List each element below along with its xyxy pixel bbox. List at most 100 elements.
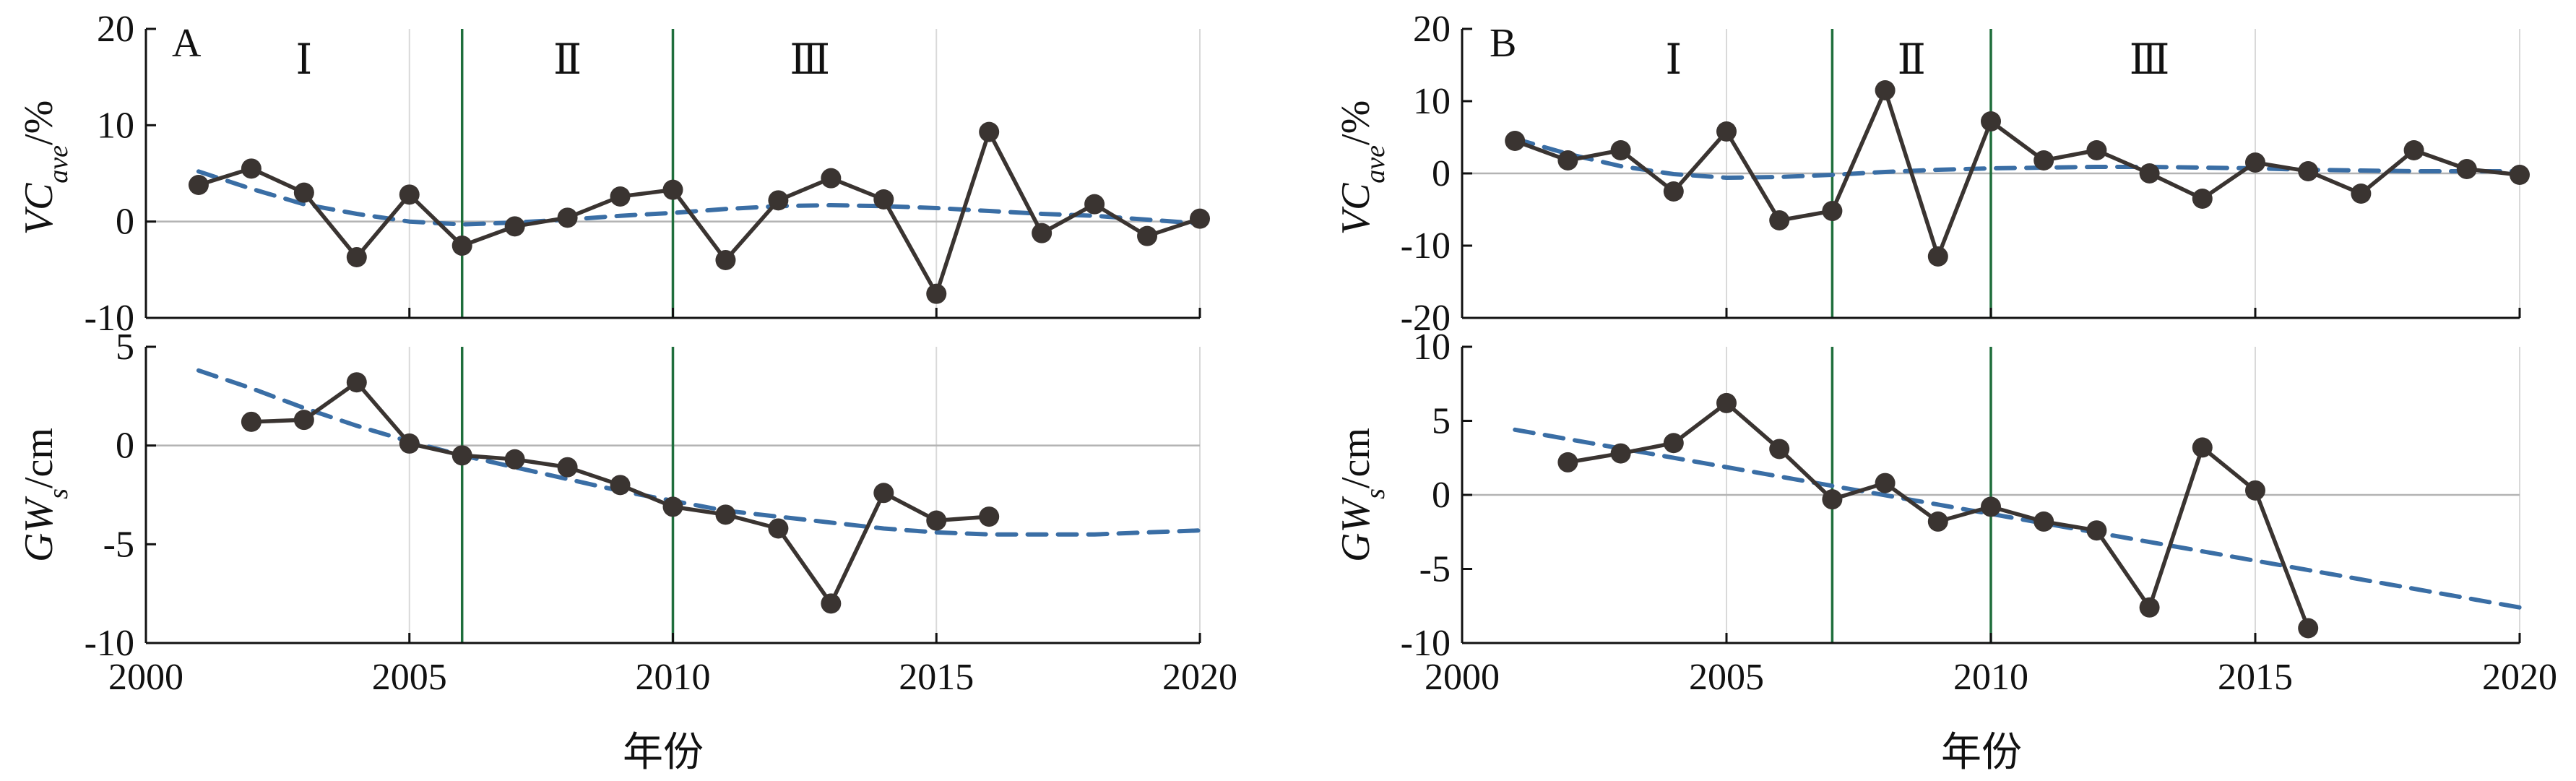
x-tick-label: 2005 <box>372 657 447 698</box>
panel-a-vc-ylabel: VCave/% <box>17 100 74 236</box>
y-tick-label: 10 <box>97 105 134 146</box>
period-label: Ⅱ <box>553 36 582 83</box>
data-point <box>1927 511 1948 532</box>
data-point <box>1557 150 1578 171</box>
data-point <box>2086 520 2107 541</box>
x-tick-label: 2010 <box>1953 657 2028 698</box>
period-dividers <box>460 347 675 643</box>
panel-a-vc-plot: -10 0 10 20 Ⅰ Ⅱ Ⅲ <box>85 9 1210 339</box>
data-point <box>2298 618 2319 639</box>
data-point <box>1822 201 1843 221</box>
panel-b: -20 -10 0 10 20 Ⅰ Ⅱ Ⅲ B VCave/% -10 -5 0 5 10 2000… <box>1334 9 2557 775</box>
data-point <box>1663 181 1684 202</box>
y-tick-label: 0 <box>1432 153 1451 194</box>
data-point <box>768 518 789 539</box>
period-label: Ⅲ <box>2130 36 2170 83</box>
data-point <box>1663 433 1684 454</box>
data-point <box>346 247 367 267</box>
trend-line <box>196 368 1202 537</box>
data-point <box>979 506 1000 527</box>
period-label: Ⅰ <box>1665 36 1682 83</box>
data-point <box>768 190 789 211</box>
data-point <box>926 510 947 531</box>
data-point <box>557 207 578 228</box>
y-tick-label: 10 <box>1413 327 1451 368</box>
y-tick-label: 0 <box>116 202 134 243</box>
panel-a-x-title: 年份 <box>623 730 704 775</box>
observed-series <box>1557 392 2319 639</box>
data-point <box>1137 225 1158 246</box>
data-point <box>1769 439 1790 459</box>
grid-lines <box>408 347 1201 643</box>
trend-series <box>196 169 1202 227</box>
x-tick-label: 2015 <box>2218 657 2293 698</box>
y-tick-label: 0 <box>116 426 134 467</box>
period-label: Ⅱ <box>1897 36 1925 83</box>
axes <box>144 27 1201 319</box>
data-point <box>979 121 1000 142</box>
data-point <box>610 475 631 496</box>
data-point <box>2086 140 2107 160</box>
data-point <box>715 250 736 270</box>
y-tick-label: 5 <box>116 327 134 368</box>
y-tick-label: 20 <box>97 9 134 50</box>
y-tick-label: -5 <box>1419 549 1451 590</box>
data-point <box>1610 443 1631 464</box>
data-point <box>610 186 631 207</box>
data-point <box>821 593 842 614</box>
data-point <box>2192 437 2213 458</box>
data-point <box>399 184 420 205</box>
panel-a-letter: A <box>172 21 202 66</box>
data-point <box>1981 111 2001 131</box>
y-tick-label: -20 <box>1401 298 1451 339</box>
y-tick-label: -10 <box>1401 225 1451 267</box>
trend-series <box>196 368 1202 537</box>
axes <box>1461 345 2521 644</box>
data-point <box>1981 496 2001 517</box>
panel-b-x-title: 年份 <box>1941 730 2022 775</box>
x-tick-label: 2020 <box>2482 657 2557 698</box>
data-point <box>873 483 894 504</box>
y-tick-label: -10 <box>1401 623 1451 664</box>
data-point <box>821 168 842 189</box>
data-point <box>1557 452 1578 473</box>
data-point <box>188 175 209 195</box>
data-point <box>2298 161 2319 181</box>
x-tick-label: 2020 <box>1162 657 1237 698</box>
y-tick-label: 0 <box>1432 475 1451 516</box>
observed-series <box>1505 80 2530 267</box>
data-point <box>1875 80 1896 100</box>
x-tick-label: 2015 <box>899 657 974 698</box>
panel-b-gw-ylabel: GWs/cm <box>1334 428 1391 562</box>
data-point <box>1032 223 1053 243</box>
data-point <box>1610 140 1631 160</box>
data-point <box>241 158 262 179</box>
trend-line <box>1513 427 2522 610</box>
data-point <box>557 457 578 478</box>
y-tick-label: 5 <box>1432 401 1451 442</box>
data-point <box>451 236 472 256</box>
data-point <box>2403 140 2424 160</box>
x-tick-label: 2000 <box>108 657 183 698</box>
y-tick-labels: -10 -5 0 5 10 <box>1401 327 1451 664</box>
data-point <box>504 216 525 237</box>
panel-b-gw-plot: -10 -5 0 5 10 2000 2005 2010 2015 2020 <box>1401 327 2557 698</box>
data-point <box>2033 150 2054 171</box>
data-point <box>451 445 472 466</box>
x-tick-label: 2010 <box>636 657 711 698</box>
data-point <box>662 496 683 517</box>
data-point <box>241 411 262 432</box>
data-point <box>1822 489 1843 510</box>
trend-line <box>196 169 1202 227</box>
data-point <box>1927 246 1948 267</box>
data-point <box>1505 131 1526 151</box>
axes <box>144 345 1201 644</box>
y-tick-label: -10 <box>85 298 134 339</box>
data-point <box>1875 473 1896 493</box>
trend-series <box>1513 427 2522 610</box>
data-point <box>2033 511 2054 532</box>
period-labels: Ⅰ Ⅱ Ⅲ <box>1665 36 2169 83</box>
data-point <box>2192 189 2213 209</box>
data-point <box>873 189 894 210</box>
